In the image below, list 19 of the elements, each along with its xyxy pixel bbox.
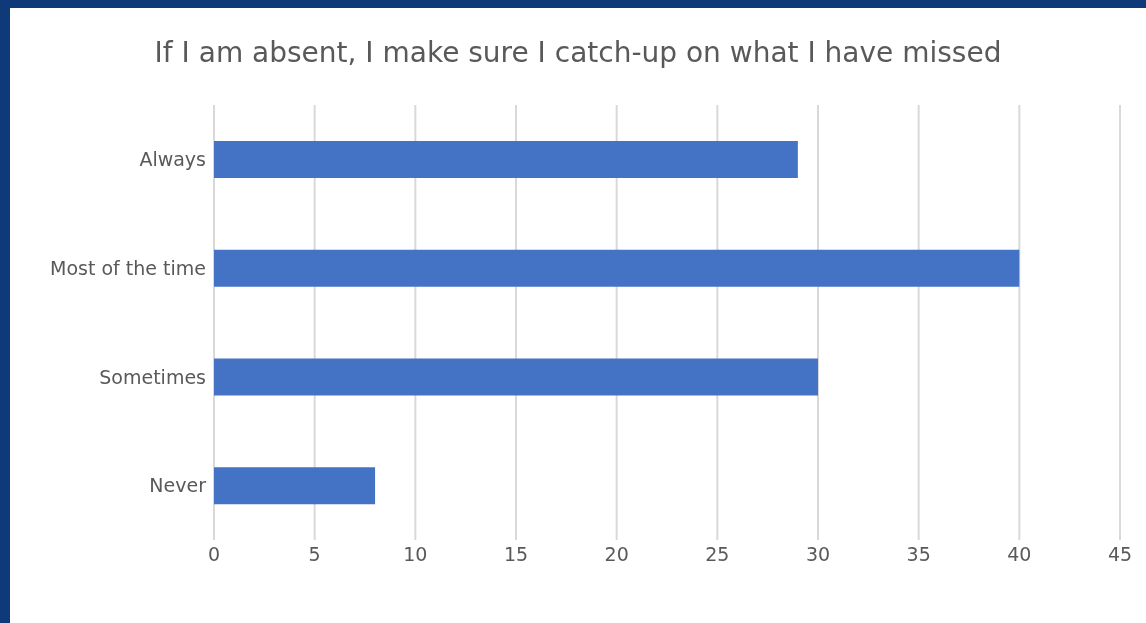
bar (214, 140, 798, 178)
x-tick-label: 25 (705, 543, 730, 566)
x-tick-label: 45 (1107, 543, 1133, 566)
bar (214, 249, 1020, 287)
y-tick-label: Never (149, 474, 207, 497)
chart-title: If I am absent, I make sure I catch-up on what I have missed (153, 36, 1003, 69)
y-tick-label: Most of the time (50, 256, 206, 279)
x-tick-label: 30 (805, 543, 831, 566)
x-tick-label: 10 (403, 543, 428, 566)
bar (214, 467, 376, 505)
x-tick-label: 15 (503, 543, 529, 566)
x-tick-label: 20 (604, 543, 629, 566)
bar (214, 358, 818, 396)
x-tick-label: 5 (308, 543, 321, 566)
x-tick-label: 35 (906, 543, 931, 566)
x-tick-label: 40 (1007, 543, 1032, 566)
y-tick-label: Sometimes (99, 365, 206, 388)
y-tick-label: Always (139, 148, 206, 171)
x-tick-label: 0 (207, 543, 221, 566)
